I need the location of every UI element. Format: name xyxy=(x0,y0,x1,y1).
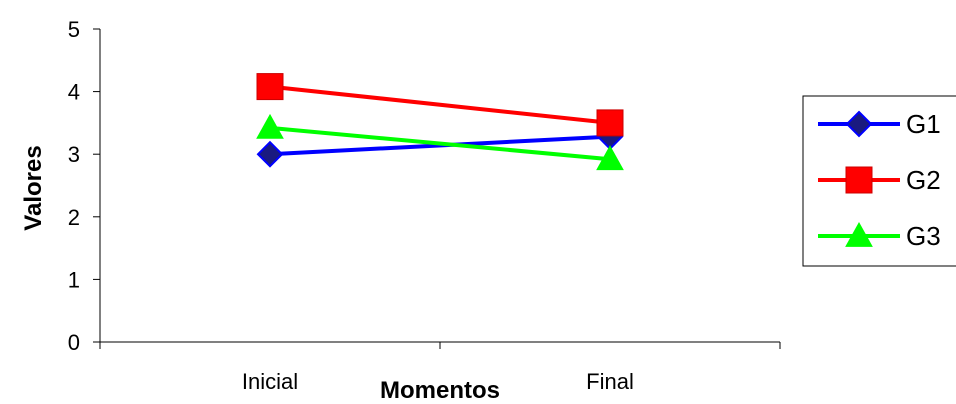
y-tick-label: 2 xyxy=(68,205,80,230)
data-point-marker xyxy=(845,110,873,138)
y-tick-label: 4 xyxy=(68,80,80,105)
legend-item-g3: G3 xyxy=(818,221,941,251)
legend: G1 G2 G3 xyxy=(802,95,956,267)
x-tick-label: Final xyxy=(586,369,634,394)
x-tick-label: Inicial xyxy=(242,369,298,394)
data-point-marker xyxy=(596,145,624,171)
y-axis-title: Valores xyxy=(20,145,47,230)
y-tick-label: 1 xyxy=(68,267,80,292)
data-point-marker xyxy=(256,140,284,168)
axes xyxy=(99,29,780,343)
series-g3 xyxy=(256,113,624,171)
series-g2 xyxy=(256,73,624,137)
y-tick-label: 3 xyxy=(68,142,80,167)
y-ticks: 0 1 2 3 4 5 xyxy=(68,17,100,355)
data-point-marker xyxy=(256,113,284,139)
legend-label: G3 xyxy=(906,221,941,251)
legend-item-g1: G1 xyxy=(818,109,941,139)
legend-label: G2 xyxy=(906,165,941,195)
x-axis-title: Momentos xyxy=(380,377,500,404)
data-point-marker xyxy=(845,166,873,194)
series-line xyxy=(269,125,611,162)
series-line xyxy=(269,84,611,125)
series-layer xyxy=(256,73,624,171)
data-point-marker xyxy=(845,221,873,247)
y-tick-label: 5 xyxy=(68,17,80,42)
x-ticks: Inicial Final xyxy=(99,342,781,394)
legend-item-g2: G2 xyxy=(818,165,941,195)
y-tick-label: 0 xyxy=(68,330,80,355)
legend-label: G1 xyxy=(906,109,941,139)
data-point-marker xyxy=(596,109,624,137)
data-point-marker xyxy=(256,73,284,101)
